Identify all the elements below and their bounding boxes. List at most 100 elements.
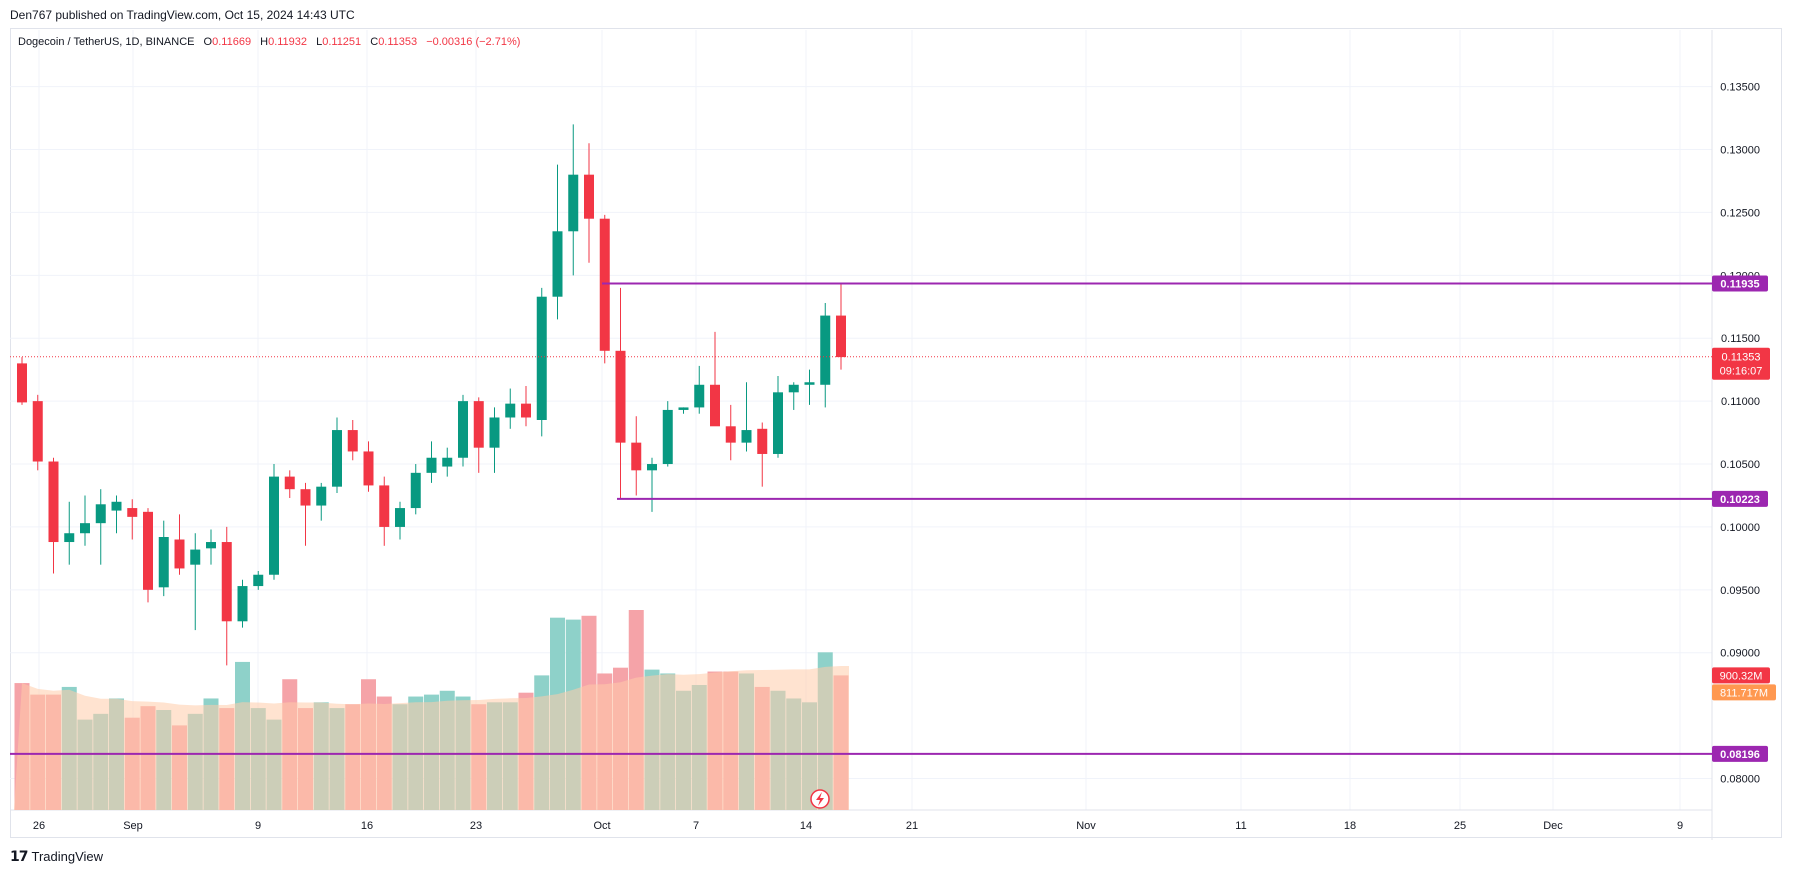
candle xyxy=(615,287,626,498)
candle-body xyxy=(316,486,327,506)
candle-body xyxy=(710,384,720,427)
x-tick-label: 18 xyxy=(1344,820,1356,832)
candle xyxy=(757,422,768,487)
low-label: L xyxy=(316,36,323,48)
candle-body xyxy=(17,363,27,403)
open-label: O xyxy=(203,36,213,48)
candle xyxy=(48,457,59,574)
candle xyxy=(568,124,579,276)
candle-body xyxy=(363,451,374,486)
volume-badge xyxy=(1712,667,1770,684)
candle xyxy=(395,501,405,540)
volume-ma-area xyxy=(14,666,849,810)
candle-body xyxy=(442,457,453,467)
candle xyxy=(206,529,216,565)
volume-ma-label: 811.717M xyxy=(1720,687,1768,699)
candle xyxy=(458,394,468,467)
y-tick-label: 0.09000 xyxy=(1720,648,1760,660)
y-tick-label: 0.11500 xyxy=(1721,333,1760,345)
open-value: 0.11669 xyxy=(212,36,252,48)
candle xyxy=(773,375,783,458)
candle-body xyxy=(489,417,500,448)
candle-body xyxy=(300,489,311,506)
candle-body xyxy=(836,315,846,358)
candle-body xyxy=(568,174,579,232)
x-tick-label: Dec xyxy=(1543,820,1563,832)
chart-frame[interactable] xyxy=(10,28,1782,838)
candle xyxy=(64,501,75,565)
candle-body xyxy=(143,511,153,590)
candle xyxy=(111,495,122,534)
candle-body xyxy=(678,407,689,410)
candle xyxy=(253,570,264,590)
x-tick-label: 9 xyxy=(255,820,261,832)
candle xyxy=(174,514,185,575)
candle xyxy=(710,331,720,427)
low-value: 0.11251 xyxy=(322,36,362,48)
candle xyxy=(347,420,358,461)
candle xyxy=(269,464,279,580)
candle-body xyxy=(662,409,673,465)
candle xyxy=(836,284,846,370)
x-tick-label: 7 xyxy=(693,820,699,832)
candle xyxy=(647,457,657,512)
symbol-name[interactable]: Dogecoin / TetherUS, 1D, BINANCE xyxy=(18,36,195,48)
candle xyxy=(237,579,248,628)
brand-name: TradingView xyxy=(31,849,104,864)
candle-body xyxy=(237,586,248,622)
candle xyxy=(820,303,831,408)
candle-body xyxy=(158,537,169,588)
close-value: 0.11353 xyxy=(378,36,418,48)
candle-body xyxy=(694,384,705,408)
volume-label: 900.32M xyxy=(1720,670,1763,682)
candle xyxy=(127,499,138,540)
candle xyxy=(426,441,437,483)
x-tick-label: 16 xyxy=(361,820,373,832)
candle xyxy=(221,526,232,666)
candle-body xyxy=(347,430,358,452)
candle xyxy=(584,143,594,263)
symbol-legend: Dogecoin / TetherUS, 1D, BINANCE O0.1166… xyxy=(18,36,526,48)
candle-body xyxy=(80,523,90,534)
candle-body xyxy=(190,549,201,565)
footer-brand[interactable]: 𝟭𝟳 TradingView xyxy=(10,848,103,865)
close-label: C xyxy=(370,36,379,48)
candle-body xyxy=(48,461,59,543)
x-tick-label: 25 xyxy=(1454,820,1466,832)
candle xyxy=(662,401,673,467)
candle xyxy=(190,533,201,631)
x-tick-label: 11 xyxy=(1235,820,1246,832)
candle-body xyxy=(111,501,122,511)
candle-body xyxy=(788,384,799,393)
candle xyxy=(143,508,153,603)
candle-body xyxy=(379,485,390,527)
level-label-bg xyxy=(1712,490,1768,507)
candle-body xyxy=(505,403,516,418)
high-label: H xyxy=(260,36,269,48)
change-value: −0.00316 (−2.71%) xyxy=(426,36,521,48)
candle-body xyxy=(269,476,279,575)
candle-body xyxy=(284,476,295,490)
level-label-bg xyxy=(1712,275,1768,292)
candle xyxy=(32,394,43,471)
volume-ma-badge xyxy=(1712,684,1776,701)
candle-body xyxy=(206,542,216,549)
candle-body xyxy=(253,574,264,587)
candle-body xyxy=(615,350,626,443)
x-tick-label: Sep xyxy=(123,820,143,832)
candle-body xyxy=(773,392,783,454)
candle-body xyxy=(725,426,736,443)
candle xyxy=(442,447,453,477)
candle xyxy=(505,388,516,429)
candle xyxy=(788,382,799,410)
y-tick-label: 0.10500 xyxy=(1720,459,1760,471)
candle-body xyxy=(473,401,484,448)
x-tick-label: 14 xyxy=(800,820,812,832)
candle xyxy=(521,386,531,427)
last-price-label: 0.11353 xyxy=(1722,352,1761,364)
candle xyxy=(599,214,610,364)
countdown-label: 09:16:07 xyxy=(1720,366,1763,378)
x-tick-label: 26 xyxy=(33,820,45,832)
candle xyxy=(410,464,421,515)
